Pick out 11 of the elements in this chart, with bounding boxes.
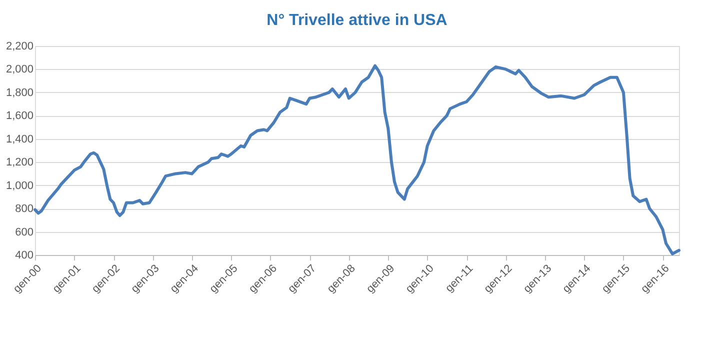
y-tick-label: 800 bbox=[15, 203, 34, 216]
y-tick-label: 1,400 bbox=[6, 133, 34, 146]
chart-title: N° Trivelle attive in USA bbox=[266, 12, 448, 29]
y-tick-label: 1,800 bbox=[6, 86, 34, 99]
y-tick-label: 1,000 bbox=[6, 180, 34, 192]
y-tick-label: 2,000 bbox=[6, 64, 34, 76]
y-tick-label: 400 bbox=[15, 250, 34, 262]
y-tick-label: 600 bbox=[15, 226, 34, 238]
y-tick-label: 2,200 bbox=[6, 40, 34, 52]
y-tick-label: 1,600 bbox=[6, 110, 34, 122]
y-tick-label: 1,200 bbox=[6, 156, 34, 169]
